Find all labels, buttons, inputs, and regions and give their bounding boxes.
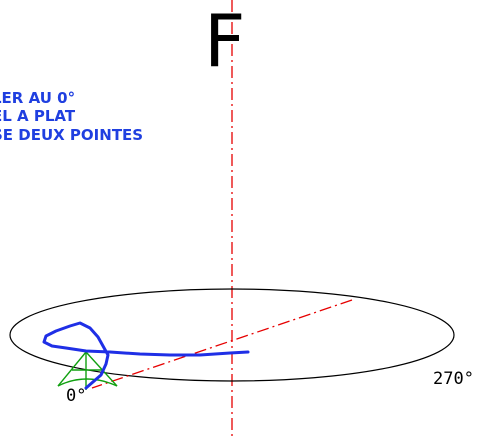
note-line-2: EL A PLAT bbox=[0, 107, 76, 125]
angle-270-label: 270° bbox=[433, 369, 474, 389]
angle-zero-label: 0° bbox=[66, 386, 86, 406]
note-line-3: SE DEUX POINTES bbox=[0, 126, 143, 144]
blue-curve bbox=[42, 321, 250, 390]
title-letter: F bbox=[204, 0, 245, 83]
base-ellipse bbox=[9, 288, 455, 382]
diagonal-axis bbox=[91, 299, 353, 389]
note-line-1: LER AU 0° bbox=[0, 89, 75, 107]
tripod-icon bbox=[57, 351, 118, 390]
